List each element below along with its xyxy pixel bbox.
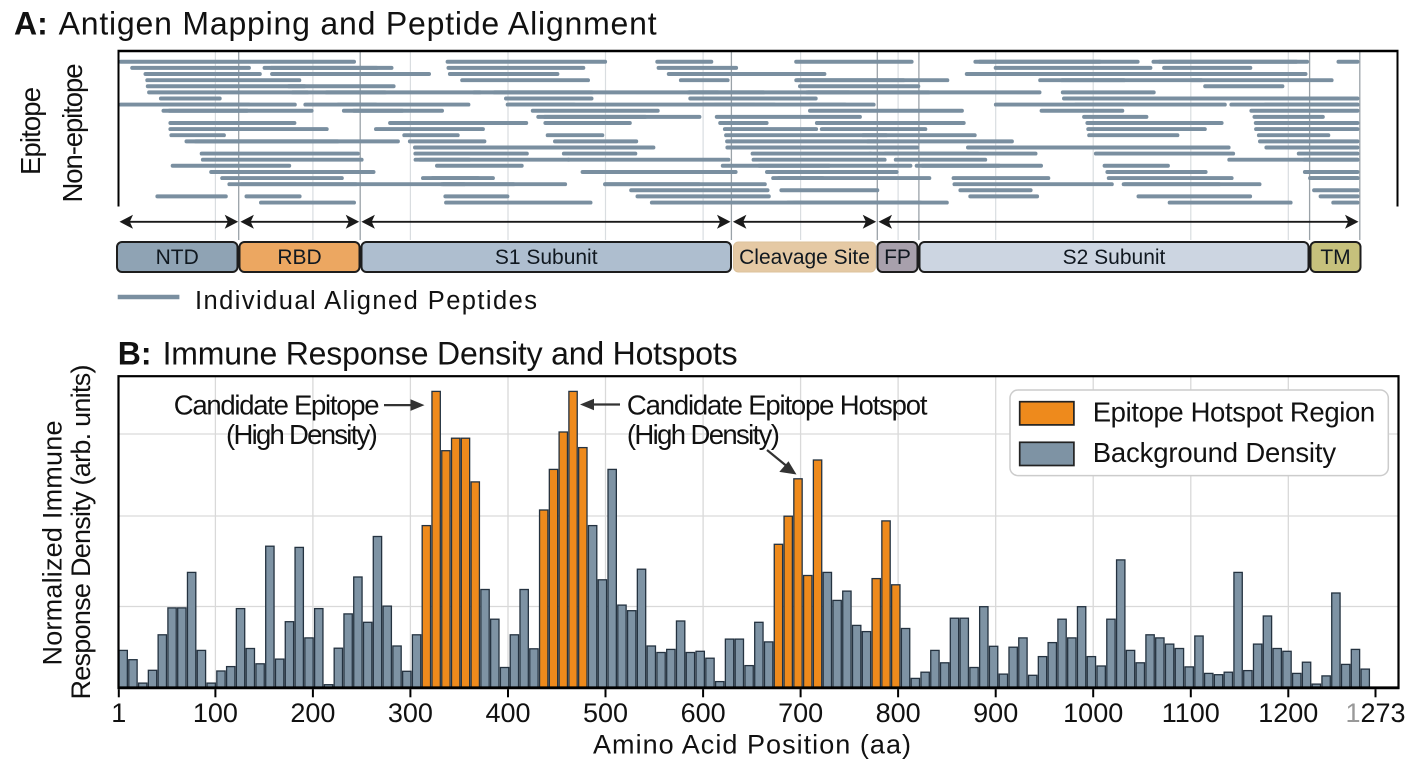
svg-text:TM: TM: [1320, 246, 1350, 269]
svg-text:B:: B:: [118, 336, 152, 372]
svg-text:A:: A:: [14, 6, 48, 42]
svg-text:1100: 1100: [1162, 698, 1220, 728]
svg-text:Epitope: Epitope: [15, 87, 46, 175]
svg-text:300: 300: [388, 698, 433, 728]
svg-text:Non-epitope: Non-epitope: [57, 64, 88, 203]
svg-text:Candidate Epitope: Candidate Epitope: [174, 389, 380, 420]
svg-text:Antigen Mapping and Peptide Al: Antigen Mapping and Peptide Alignment: [59, 6, 657, 42]
svg-text:900: 900: [973, 698, 1018, 728]
svg-text:Epitope Hotspot Region: Epitope Hotspot Region: [1093, 396, 1376, 427]
svg-text:100: 100: [193, 698, 238, 728]
svg-text:1273: 1273: [1345, 698, 1405, 728]
svg-text:(High Density): (High Density): [226, 419, 378, 450]
svg-text:Individual Aligned Peptides: Individual Aligned Peptides: [195, 287, 537, 315]
svg-text:1000: 1000: [1063, 698, 1123, 728]
svg-text:200: 200: [290, 698, 335, 728]
svg-text:S2 Subunit: S2 Subunit: [1063, 246, 1166, 269]
svg-text:500: 500: [583, 698, 628, 728]
svg-text:(High Density): (High Density): [627, 419, 780, 450]
svg-text:800: 800: [876, 698, 921, 728]
svg-text:Candidate Epitope Hotspot: Candidate Epitope Hotspot: [627, 390, 928, 421]
svg-text:NTD: NTD: [156, 246, 199, 269]
svg-text:Response Density (arb. units): Response Density (arb. units): [66, 365, 96, 700]
svg-text:FP: FP: [884, 246, 911, 269]
svg-text:Cleavage Site: Cleavage Site: [739, 246, 870, 269]
svg-text:1200: 1200: [1258, 698, 1318, 728]
svg-text:RBD: RBD: [277, 246, 321, 269]
svg-text:Background Density: Background Density: [1093, 437, 1337, 468]
svg-text:700: 700: [778, 698, 823, 728]
svg-text:Normalized Immune: Normalized Immune: [38, 421, 68, 666]
svg-text:600: 600: [681, 698, 726, 728]
svg-text:1: 1: [111, 698, 126, 728]
svg-text:Amino Acid Position (aa): Amino Acid Position (aa): [593, 730, 911, 760]
svg-text:400: 400: [485, 698, 530, 728]
svg-text:Immune Response Density and Ho: Immune Response Density and Hotspots: [163, 336, 738, 372]
svg-text:S1 Subunit: S1 Subunit: [495, 246, 598, 269]
